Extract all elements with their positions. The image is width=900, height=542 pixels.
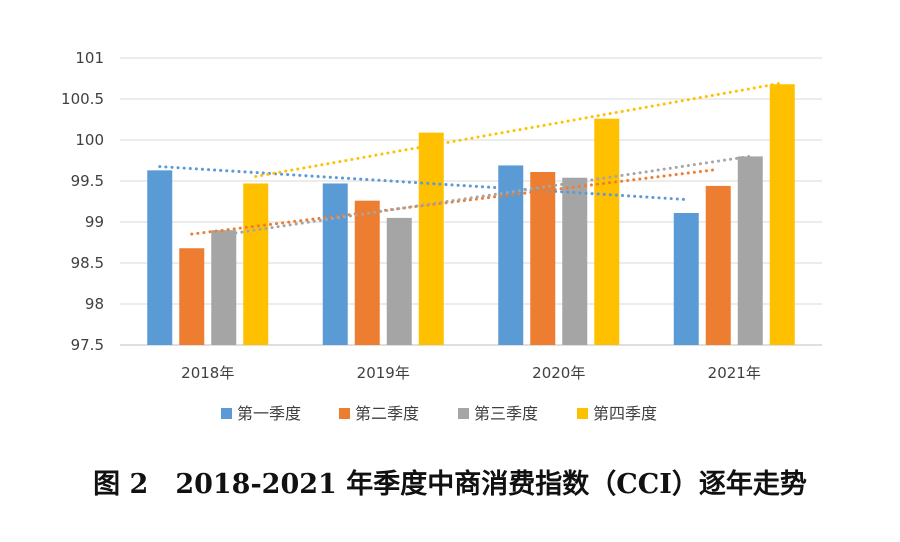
trendlines xyxy=(158,81,784,237)
bar-4-2 xyxy=(418,132,444,345)
y-tick-label: 100.5 xyxy=(61,90,104,108)
legend-label-3: 第三季度 xyxy=(474,404,538,423)
bar-4-3 xyxy=(594,118,620,346)
legend-swatch-3 xyxy=(458,408,469,419)
figure-caption: 图 2 2018-2021 年季度中商消费指数（CCI）逐年走势 xyxy=(93,469,807,500)
bar-3-4 xyxy=(737,156,763,345)
legend-swatch-2 xyxy=(339,408,350,419)
y-tick-label: 97.5 xyxy=(71,336,104,354)
x-tick-label: 2020年 xyxy=(532,364,585,382)
x-tick-label: 2018年 xyxy=(181,364,234,382)
legend-label-4: 第四季度 xyxy=(593,404,657,423)
bar-2-2 xyxy=(354,200,380,345)
y-tick-label: 98 xyxy=(85,295,104,313)
x-tick-label: 2021年 xyxy=(708,364,761,382)
bars xyxy=(147,84,795,346)
gridlines xyxy=(120,57,822,346)
bar-1-1 xyxy=(147,170,173,345)
legend-swatch-4 xyxy=(577,408,588,419)
bar-3-3 xyxy=(562,177,588,345)
y-axis: 97.5 98 98.5 99 99.5 100 100.5 101 xyxy=(61,49,104,354)
bar-1-4 xyxy=(673,212,699,345)
legend-label-2: 第二季度 xyxy=(355,404,419,423)
y-tick-label: 99 xyxy=(85,213,104,231)
y-tick-label: 98.5 xyxy=(71,254,104,272)
trendline-4 xyxy=(254,81,784,178)
y-tick-label: 101 xyxy=(75,49,104,67)
bar-1-3 xyxy=(498,165,524,345)
bar-2-1 xyxy=(179,248,205,345)
bar-2-3 xyxy=(530,171,556,345)
bar-4-1 xyxy=(243,183,269,345)
bar-1-2 xyxy=(322,183,348,345)
legend-swatch-1 xyxy=(221,408,232,419)
trendline-1 xyxy=(158,165,688,202)
bar-3-1 xyxy=(211,230,237,345)
y-tick-label: 100 xyxy=(75,131,104,149)
legend: 第一季度 第二季度 第三季度 第四季度 xyxy=(221,404,657,423)
trendline-2 xyxy=(190,167,720,236)
x-axis: 2018年 2019年 2020年 2021年 xyxy=(181,364,761,382)
y-tick-label: 99.5 xyxy=(71,172,104,190)
legend-label-1: 第一季度 xyxy=(237,404,301,423)
x-tick-label: 2019年 xyxy=(357,364,410,382)
bar-4-4 xyxy=(769,84,795,346)
bar-3-2 xyxy=(386,217,412,345)
bar-2-4 xyxy=(705,185,731,345)
